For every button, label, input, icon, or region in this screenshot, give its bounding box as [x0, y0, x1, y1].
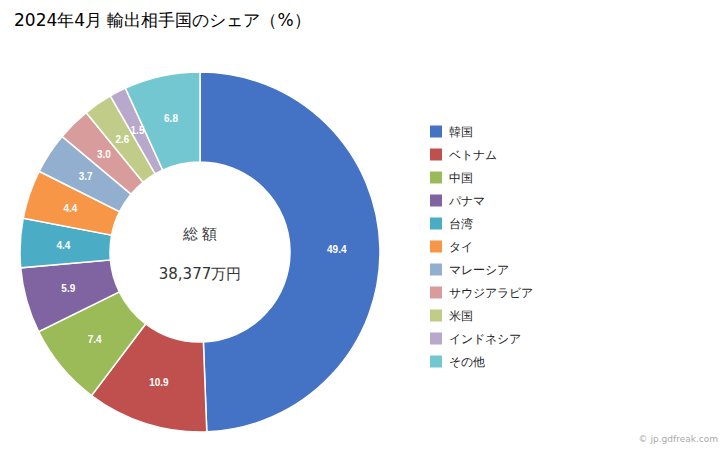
legend-label: 韓国 [449, 125, 473, 139]
legend-swatch [430, 356, 442, 368]
legend-swatch [430, 126, 442, 138]
data-label: 49.4 [327, 244, 347, 255]
legend-swatch [430, 195, 442, 207]
data-label: 3.0 [97, 149, 111, 160]
slice [21, 260, 120, 332]
legend-swatch [430, 287, 442, 299]
slice [125, 72, 200, 170]
center-label: 総 額 [182, 225, 218, 243]
legend-item: 台湾 [430, 217, 473, 231]
data-label: 6.8 [164, 113, 178, 124]
plot [20, 72, 380, 432]
legend-label: タイ [449, 240, 473, 254]
legend-item: その他 [430, 355, 485, 369]
legend-swatch [430, 310, 442, 322]
legend-item: タイ [430, 240, 473, 254]
slices [20, 72, 380, 432]
legend-swatch [430, 241, 442, 253]
legend-item: サウジアラビア [430, 286, 533, 300]
legend-item: 韓国 [430, 125, 473, 139]
data-labels: 49.4 10.9 7.4 5.9 4.4 4.4 3.7 3.0 2.61.5 6.8 [56, 113, 347, 388]
legend-item: インドネシア [430, 332, 521, 346]
legend-label: サウジアラビア [449, 286, 533, 300]
legend-label: その他 [449, 355, 485, 369]
legend-label: 中国 [449, 171, 473, 185]
legend-label: 米国 [449, 309, 473, 323]
legend-swatch [430, 172, 442, 184]
legend-swatch [430, 264, 442, 276]
legend-swatch [430, 218, 442, 230]
legend-item: マレーシア [430, 263, 509, 277]
data-label: 10.9 [149, 377, 169, 388]
legend-label: マレーシア [449, 263, 509, 277]
data-label: 4.4 [63, 203, 77, 214]
title: 2024年4月 輸出相手国のシェア（%） [14, 10, 311, 30]
legend-swatch [430, 333, 442, 345]
legend-item: ベトナム [430, 148, 497, 162]
center-label: 38,377万円 [159, 265, 242, 283]
data-label: 4.4 [56, 240, 70, 251]
legend-label: パナマ [448, 194, 485, 208]
legend-item: 中国 [430, 171, 473, 185]
data-label: 5.9 [61, 283, 75, 294]
data-label: 2.6 [115, 134, 129, 145]
legend-label: インドネシア [449, 332, 521, 346]
data-label: 1.5 [131, 125, 145, 136]
chart: 2024年4月 輸出相手国のシェア（%） 49.4 10.9 7.4 5.9 4.4 4.4… [0, 0, 728, 450]
legend: 韓国ベトナム中国パナマ台湾タイマレーシアサウジアラビア米国インドネシアその他 [430, 125, 533, 369]
legend-item: パナマ [430, 194, 485, 208]
data-label: 7.4 [88, 334, 102, 345]
legend-label: 台湾 [449, 217, 473, 231]
watermark: © jp.gdfreak.com [639, 434, 718, 444]
slice [200, 72, 380, 432]
data-label: 3.7 [79, 171, 93, 182]
legend-item: 米国 [430, 309, 473, 323]
legend-swatch [430, 149, 442, 161]
legend-label: ベトナム [449, 148, 497, 162]
